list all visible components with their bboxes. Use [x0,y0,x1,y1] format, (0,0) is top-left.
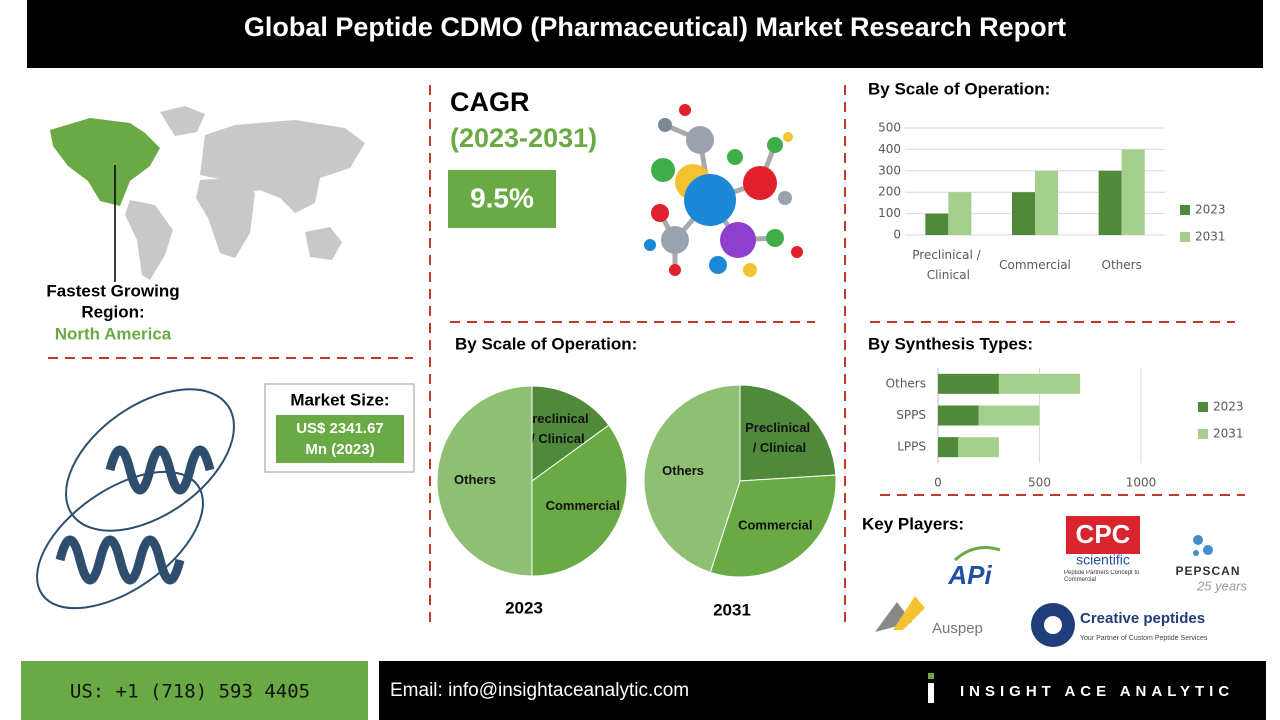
y-tick-label: Others [886,376,926,390]
y-tick-label: 500 [878,121,901,135]
logo-api: APi [947,560,992,590]
logo-creative-tag: Your Partner of Custom Peptide Services [1080,635,1208,642]
logo-auspep-mark [893,596,925,630]
legend-swatch [1198,429,1208,439]
cagr-period: (2023-2031) [450,123,597,153]
footer-brand: INSIGHT ACE ANALYTIC [960,683,1234,700]
x-tick-label: Preclinical / Clinical [912,248,984,282]
pie-slice [531,385,610,482]
logo-creative: Creative peptides [1080,610,1205,627]
legend-swatch [1180,232,1190,242]
bar [978,405,1040,426]
footer-bar [379,661,1266,720]
pie-slice [709,474,837,578]
slice-label: Commercial [546,498,620,513]
footer-phone: US: +1 (718) 593 4405 [70,681,310,703]
cagr-badge [448,170,556,228]
x-tick-label: 500 [1028,476,1051,490]
key-players-label: Key Players: [862,514,964,533]
pie-slice [436,385,533,577]
logos: APi CPC scientific Peptide Partners Conc… [875,516,1247,647]
bar [948,192,972,235]
logo-cpc: CPC [1076,519,1131,549]
logo-auspep: Auspep [932,620,983,637]
legend-swatch [1180,205,1190,215]
legend-label: 2031 [1195,230,1226,244]
slice-label: Preclinical / Clinical [524,412,593,447]
pie-heading: By Scale of Operation: [455,334,637,353]
slice-label: Others [454,472,496,487]
market-size-badge [276,415,404,463]
title-bar [27,0,1263,68]
x-tick-label: Others [1102,258,1142,272]
logo-pepscan: PEPSCAN [1175,564,1240,578]
legend-label: 2023 [1195,203,1226,217]
logo-creative-mark [1044,616,1062,634]
legend-label: 2023 [1213,400,1244,414]
brand-mark [928,683,934,703]
pie-slice [643,384,741,573]
legend-swatch [1198,402,1208,412]
market-size-label: Market Size: [290,390,389,409]
pie-slice [739,384,837,482]
y-tick-label: SPPS [896,408,926,422]
slice-label: Commercial [738,518,812,533]
y-tick-label: 0 [893,228,901,242]
pie-caption: 2031 [713,600,751,619]
bar [1098,170,1122,235]
bar [938,405,979,426]
brand-mark [928,673,934,679]
y-tick-label: 100 [878,206,901,220]
legend-label: 2031 [1213,427,1244,441]
bar [938,373,999,394]
y-tick-label: 400 [878,142,901,156]
pie-slice [531,424,628,577]
bar [958,437,999,458]
x-tick-label: 0 [934,476,942,490]
market-size-value: Mn (2023) [305,441,374,458]
slice-label: Others [662,463,704,478]
region-label: Fastest Growing [46,281,179,300]
logo-cpc-tag: Peptide Partners Concept to Commercial [1064,570,1140,583]
cagr-value: 9.5% [470,182,534,213]
protein-illustration [36,388,235,610]
bar [1035,170,1058,235]
bar [925,213,949,235]
x-tick-label: 1000 [1126,476,1157,490]
footer-email: Email: info@insightaceanalytic.com [390,680,689,701]
chart-title: By Synthesis Types: [868,334,1033,353]
pie-caption: 2023 [505,598,543,617]
logo-cpc-tag-box: Peptide Partners Concept to Commercial [1064,570,1140,583]
north-america [50,118,160,206]
market-size-value: US$ 2341.67 [296,420,384,437]
footer-phone-bar [21,661,368,720]
bar [938,437,959,458]
y-tick-label: 200 [878,185,901,199]
region-label: Region: [81,302,144,321]
region-value: North America [55,324,172,343]
cagr-label: CAGR [450,87,530,117]
logo-swoosh [953,546,1001,562]
title: Global Peptide CDMO (Pharmaceutical) Mar… [244,12,1066,42]
logo-cpc-box [1066,516,1140,554]
bar [1121,149,1145,235]
x-tick-label: Commercial [999,258,1071,272]
logo-cpc-sub: scientific [1076,552,1130,568]
logo-pepscan-tag: 25 years [1196,578,1247,593]
y-tick-label: 300 [878,163,901,177]
bar [998,373,1081,394]
bar [1012,192,1035,235]
molecule-illustration [644,104,803,277]
world-map [125,106,365,280]
slice-label: Preclinical / Clinical [745,420,814,455]
chart-title: By Scale of Operation: [868,79,1050,98]
y-tick-label: LPPS [897,440,926,454]
